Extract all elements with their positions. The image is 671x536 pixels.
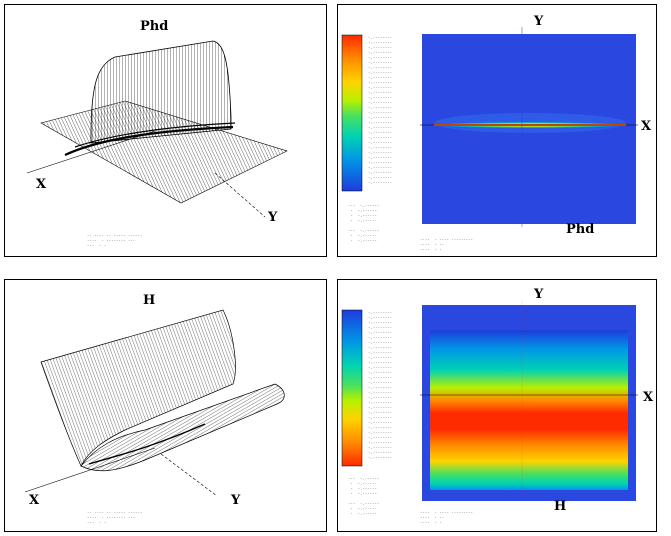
- h-contour-title: H: [554, 499, 567, 514]
- phd-surface-y-label: Y: [268, 210, 278, 225]
- h-surface-plot: [24, 309, 285, 497]
- phd-surface-footnote: -- ---- -- ----- ------ ---- - -------- …: [87, 233, 143, 248]
- phd-contour-caption: ---- - ---- --------- ---- - -- ---- - -: [420, 237, 473, 252]
- h-surface-footnote: -- ---- -- ----- ------ ---- - -------- …: [87, 510, 143, 525]
- phd-contour-footnote: --- -.------ - -.------ - -.------ - -.-…: [348, 203, 380, 243]
- panel-h-contour: Y X H -.-------- -.-------- -.-------- -…: [337, 279, 657, 532]
- phd-surface-plot: [26, 40, 288, 218]
- panel-phd-contour: Y X Phd -.-------- -.-------- -.--------…: [337, 4, 657, 257]
- h-surface-y-label: Y: [231, 493, 241, 508]
- h-contour-caption: ---- - ---- --------- ---- - -- ---- - -: [420, 510, 473, 525]
- h-contour-footnote: --- -.------ - -.------ - -.------ - -.-…: [348, 476, 380, 516]
- h-surface-title: H: [143, 293, 156, 308]
- phd-contour-scale-values: -.-------- -.-------- -.-------- -.-----…: [368, 35, 393, 185]
- h-contour-y-label: Y: [534, 287, 544, 302]
- phd-surface-title: Phd: [140, 19, 169, 34]
- h-surface-x-label: X: [29, 493, 40, 508]
- h-contour-scale-values: -.-------- -.-------- -.-------- -.-----…: [368, 310, 393, 460]
- panel-h-surface: H X Y -- ---- -- ----- ------ ---- - ---…: [4, 279, 327, 532]
- phd-contour-x-label: X: [641, 119, 652, 134]
- phd-contour-title: Phd: [566, 222, 595, 237]
- h-contour-plot: [341, 300, 638, 502]
- h-contour-x-label: X: [643, 390, 654, 405]
- phd-surface-x-label: X: [36, 177, 47, 192]
- phd-contour-y-label: Y: [534, 14, 544, 29]
- phd-contour-plot: [341, 27, 638, 227]
- panel-phd-surface: Phd X Y -- ---- -- ----- ------ ---- - -…: [4, 4, 327, 257]
